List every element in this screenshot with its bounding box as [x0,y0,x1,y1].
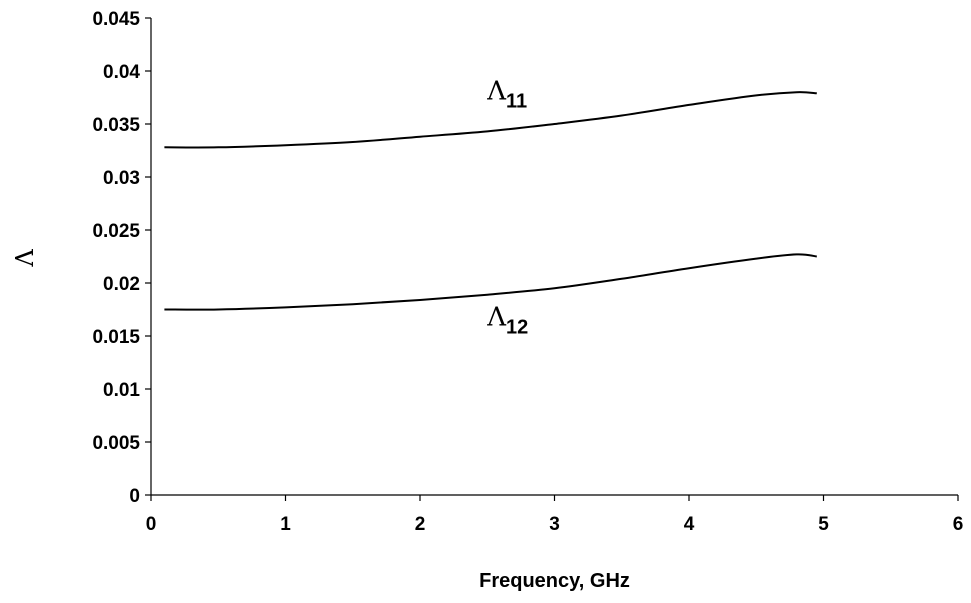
y-tick-label: 0.03 [103,168,140,189]
y-tick-label: 0.005 [92,433,140,454]
x-tick-label: 5 [818,514,829,535]
series-label-lambda-11-sub: 11 [506,91,527,113]
y-tick-label: 0.02 [103,274,140,295]
x-tick-label: 3 [549,514,560,535]
y-tick-label: 0.01 [103,380,140,401]
y-tick-label: 0.035 [92,115,140,136]
x-tick-label: 6 [953,514,964,535]
x-tick-label: 1 [280,514,291,535]
y-tick-label: 0 [129,486,140,507]
y-tick-label: 0.015 [92,327,140,348]
y-axis-ticks: 0 0.005 0.01 0.015 0.02 0.025 0.03 0.035 0.04 0.0… [92,9,151,507]
series-label-lambda-12-main: Λ [486,302,507,332]
series-label-lambda-11: Λ11 [486,77,527,113]
y-axis-title: Λ [11,249,39,268]
x-axis-title: Frequency, GHz [479,570,630,592]
series-label-lambda-12-sub: 12 [506,316,528,338]
series-group [164,91,817,311]
series-line-lambda-12 [164,253,817,311]
x-tick-label: 2 [415,514,426,535]
y-tick-label: 0.025 [92,221,140,242]
series-label-lambda-11-main: Λ [486,77,507,107]
y-tick-label: 0.04 [103,62,140,83]
series-label-lambda-12: Λ12 [486,302,528,338]
x-tick-label: 4 [684,514,695,535]
x-tick-label: 0 [146,514,157,535]
y-tick-label: 0.045 [92,9,140,30]
x-axis-ticks: 0 1 2 3 4 5 6 [146,495,964,535]
series-line-lambda-11 [164,91,817,149]
